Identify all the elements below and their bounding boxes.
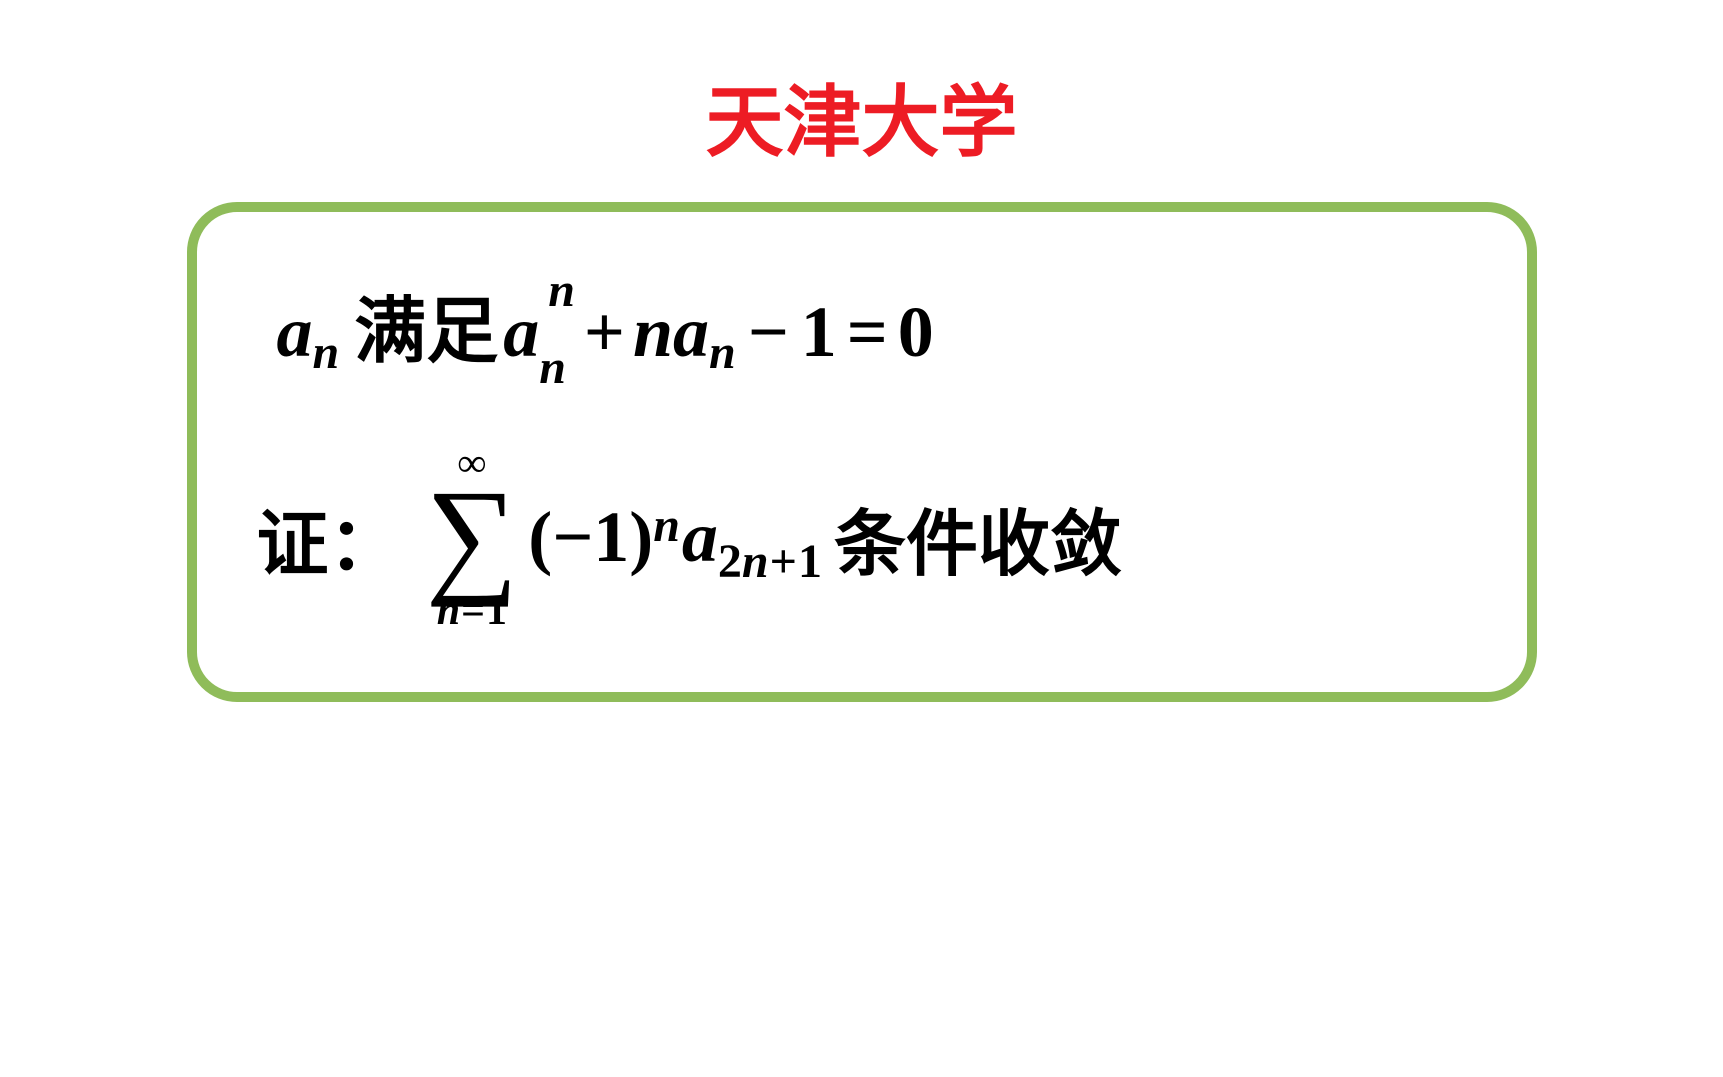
prove-label: 证：	[257, 485, 401, 590]
sub-2: 2	[718, 535, 742, 588]
manzu-label: 满足	[354, 272, 498, 377]
term2-sub: n	[709, 325, 736, 380]
seq-var: a	[277, 291, 313, 374]
sum-lower: n=1	[437, 590, 507, 632]
sum-sigma: ∑	[426, 478, 519, 595]
neg-one: 1	[593, 496, 629, 579]
conditional-convergence-label: 条件收敛	[834, 485, 1122, 590]
sub-plus: +	[770, 535, 797, 588]
minus-op: −	[748, 291, 789, 374]
problem-prove-line: 证： ∞ ∑ n=1 (−1)n a2n+1 条件收敛	[252, 443, 1472, 632]
plus-op: +	[584, 291, 625, 374]
series-seq-var: a	[682, 496, 718, 579]
term1-sub: n	[539, 340, 566, 395]
zero: 0	[898, 291, 934, 374]
sum-lower-val: 1	[486, 588, 507, 634]
neg-minus: −	[552, 496, 593, 579]
coef-n: n	[633, 291, 673, 374]
problem-box: an 满足 ann + nan −1 = 0 证： ∞ ∑ n=1 (−1)n	[187, 202, 1537, 702]
page-container: 天津大学 an 满足 ann + nan −1 = 0 证： ∞ ∑ n=1	[0, 0, 1723, 1077]
paren-close: )	[629, 496, 653, 579]
summation: ∞ ∑ n=1	[426, 443, 519, 632]
eq-op: =	[847, 291, 888, 374]
sum-lower-eq: =	[461, 588, 485, 634]
sub-n: n	[742, 535, 769, 588]
term1-base: a	[503, 292, 539, 372]
university-title: 天津大学	[705, 60, 1017, 172]
term2-base: a	[673, 291, 709, 374]
seq-sub: n	[313, 325, 340, 380]
sum-lower-var: n	[437, 588, 460, 634]
paren-open: (	[528, 496, 552, 579]
sub-1: 1	[798, 535, 822, 588]
power-n: n	[653, 498, 680, 553]
problem-condition-line: an 满足 ann + nan −1 = 0	[252, 272, 1472, 383]
series-seq-sub: 2n+1	[718, 534, 822, 589]
term1-sup: n	[548, 263, 575, 318]
one: 1	[801, 291, 837, 374]
